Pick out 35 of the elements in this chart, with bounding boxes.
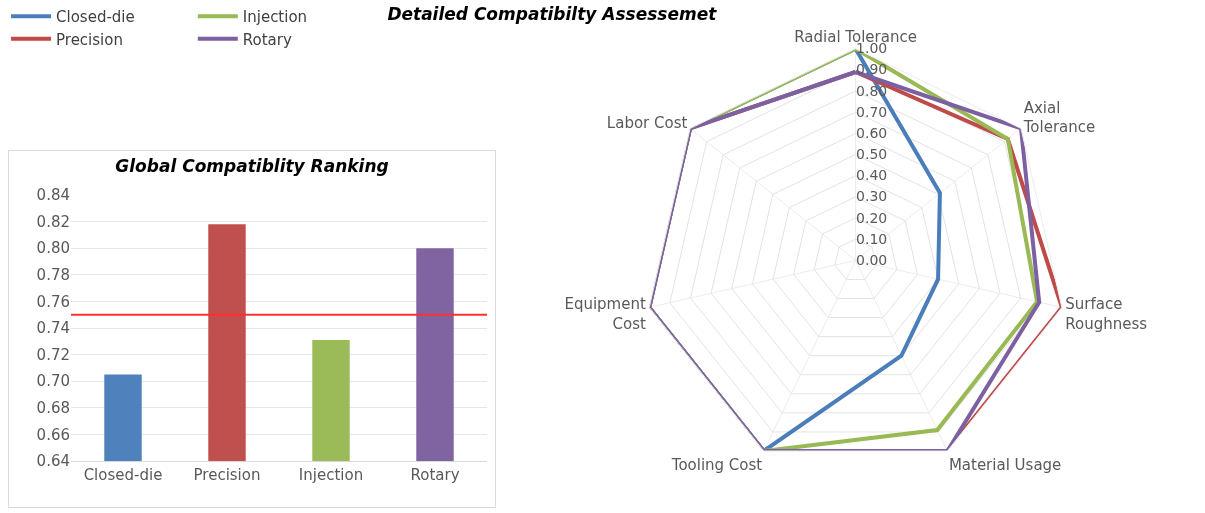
y-tick-label: 0.30 — [856, 188, 888, 205]
spoke-label: Surface Roughness — [1065, 295, 1148, 333]
legend-label: Rotary — [242, 30, 292, 49]
chart-title: Detailed Compatibilty Assessemet — [387, 3, 718, 24]
y-tick-label: 0.72 — [36, 345, 70, 364]
y-tick-label: 0.10 — [856, 230, 888, 247]
x-tick-label: Precision — [193, 466, 261, 484]
spoke-label: Labor Cost — [606, 114, 688, 133]
x-tick-label: Closed-die — [83, 466, 163, 484]
y-tick-label: 0.82 — [36, 212, 70, 231]
legend-label: Injection — [242, 8, 308, 27]
y-tick-label: 0.40 — [856, 167, 888, 184]
y-tick-label: 0.70 — [36, 372, 70, 391]
y-tick-label: 0.68 — [36, 399, 70, 418]
legend-label: Precision — [56, 30, 123, 49]
y-tick-label: 0.74 — [36, 319, 70, 338]
y-tick-label: 0.66 — [36, 425, 70, 444]
y-tick-label: 0.64 — [36, 452, 70, 471]
spoke-label: Material Usage — [948, 455, 1062, 474]
legend-label: Closed-die — [56, 8, 135, 27]
y-tick-label: 0.50 — [856, 146, 888, 163]
spoke-label: Tooling Cost — [670, 455, 763, 474]
spoke-label: Equipment Cost — [564, 295, 646, 333]
y-tick-label: 0.70 — [856, 103, 888, 120]
spoke-label: Axial Tolerance — [1022, 98, 1096, 137]
y-tick-label: 0.60 — [856, 124, 888, 141]
chart-title: Global Compatiblity Ranking — [115, 155, 389, 176]
y-tick-label: 0.78 — [36, 266, 70, 285]
y-tick-label: 0.84 — [36, 186, 70, 205]
x-tick-label: Rotary — [410, 466, 460, 484]
y-tick-label: 0.00 — [856, 251, 888, 268]
y-tick-label: 0.76 — [36, 292, 70, 311]
y-tick-label: 0.20 — [856, 209, 888, 226]
y-tick-label: 0.80 — [36, 239, 70, 258]
x-tick-label: Injection — [298, 466, 364, 484]
